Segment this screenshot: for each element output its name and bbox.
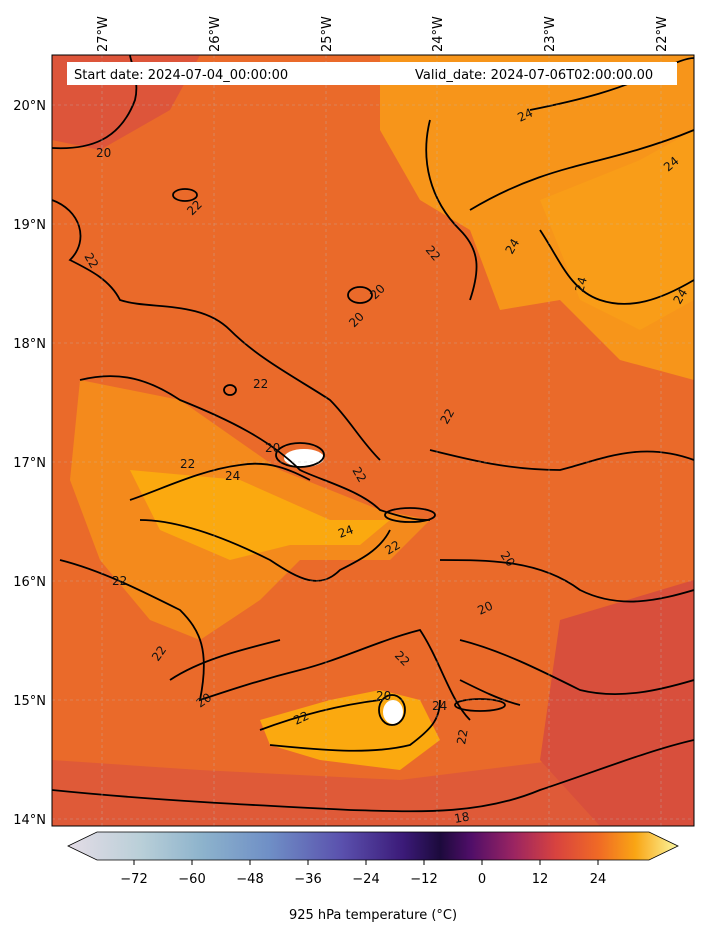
colorbar-tick-label: −72: [120, 872, 147, 887]
contour-label: 22: [383, 538, 403, 558]
lon-label: 24°W: [431, 16, 446, 52]
lon-label: 26°W: [208, 16, 223, 52]
graticule: [52, 55, 694, 826]
lon-label: 25°W: [320, 16, 335, 52]
colorbar-tick-label: 0: [478, 872, 486, 887]
colorbar-tick-label: −12: [410, 872, 437, 887]
contour-label: 24: [502, 236, 522, 256]
contour-label: 22: [180, 457, 195, 471]
contour-label: 24: [572, 275, 589, 293]
contour-label: 24: [225, 469, 240, 483]
start-date: Start date: 2024-07-04_00:00:00: [74, 68, 288, 83]
lat-label: 18°N: [13, 337, 46, 352]
colorbar-tick-label: 24: [590, 872, 607, 887]
contour-label: 20: [376, 689, 391, 703]
contour-label: 24: [336, 522, 355, 540]
contour-label: 22: [81, 251, 101, 271]
lat-label: 14°N: [13, 813, 46, 828]
contour-label: 22: [253, 377, 268, 391]
lon-label: 22°W: [655, 16, 670, 52]
contour-label: 24: [515, 106, 535, 125]
lat-label: 17°N: [13, 456, 46, 471]
lat-label: 15°N: [13, 694, 46, 709]
map-frame: [51, 54, 695, 827]
contour-label: 22: [349, 465, 369, 485]
colorbar-tick-label: −24: [352, 872, 379, 887]
lat-label: 20°N: [13, 99, 46, 114]
longitude-labels: 27°W 26°W 25°W 24°W 23°W 22°W: [96, 16, 670, 52]
contour-label: 20: [96, 146, 111, 160]
colorbar-ticks: [133, 860, 599, 865]
contour-label: 20: [475, 599, 495, 618]
colorbar-tick-label: −60: [178, 872, 205, 887]
valid-date: Valid_date: 2024-07-06T02:00:00.00: [415, 68, 653, 83]
lon-label: 27°W: [96, 16, 111, 52]
lon-label: 23°W: [543, 16, 558, 52]
contour-label: 22: [291, 709, 311, 728]
temperature-field: [52, 55, 694, 826]
latitude-labels: 20°N 19°N 18°N 17°N 16°N 15°N 14°N: [13, 99, 46, 828]
colorbar-tick-label: −48: [236, 872, 263, 887]
date-info-box: [67, 62, 677, 85]
colorbar: −72 −60 −48 −36 −24 −12 0 12 24 925 hPa …: [67, 831, 679, 923]
lat-label: 16°N: [13, 575, 46, 590]
contour-label: 22: [454, 728, 470, 745]
contour-label: 22: [437, 406, 457, 426]
contour-label: 18: [453, 810, 470, 826]
colorbar-ramp: [67, 831, 679, 861]
colorbar-tick-label: 12: [532, 872, 549, 887]
colorbar-title: 925 hPa temperature (°C): [289, 908, 457, 923]
lat-label: 19°N: [13, 218, 46, 233]
colorbar-tick-label: −36: [294, 872, 321, 887]
contour-label: 24: [432, 699, 447, 713]
contour-label: 24: [670, 286, 690, 306]
contour-label: 20: [265, 441, 280, 455]
